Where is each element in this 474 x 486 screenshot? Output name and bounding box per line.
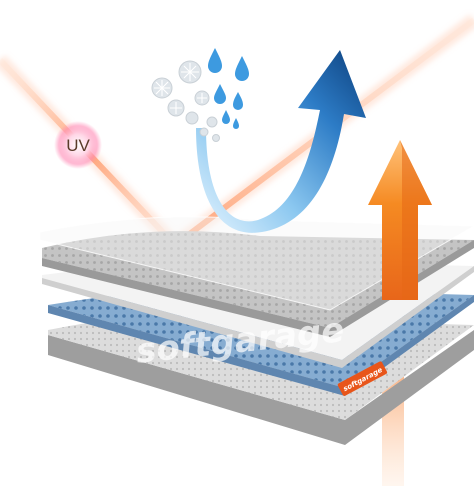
snowflake-detail	[154, 63, 207, 114]
uv-sun-icon: UV	[54, 121, 102, 169]
water-drop-icon	[208, 48, 249, 129]
snowflake-icon	[151, 60, 220, 142]
uv-label: UV	[66, 136, 90, 155]
fabric-layer-top	[42, 231, 474, 328]
orange-arrow	[368, 140, 432, 300]
transparent-sheet	[39, 216, 474, 311]
fabric-layer-bottom	[48, 330, 474, 445]
blue-arrow	[196, 50, 366, 233]
